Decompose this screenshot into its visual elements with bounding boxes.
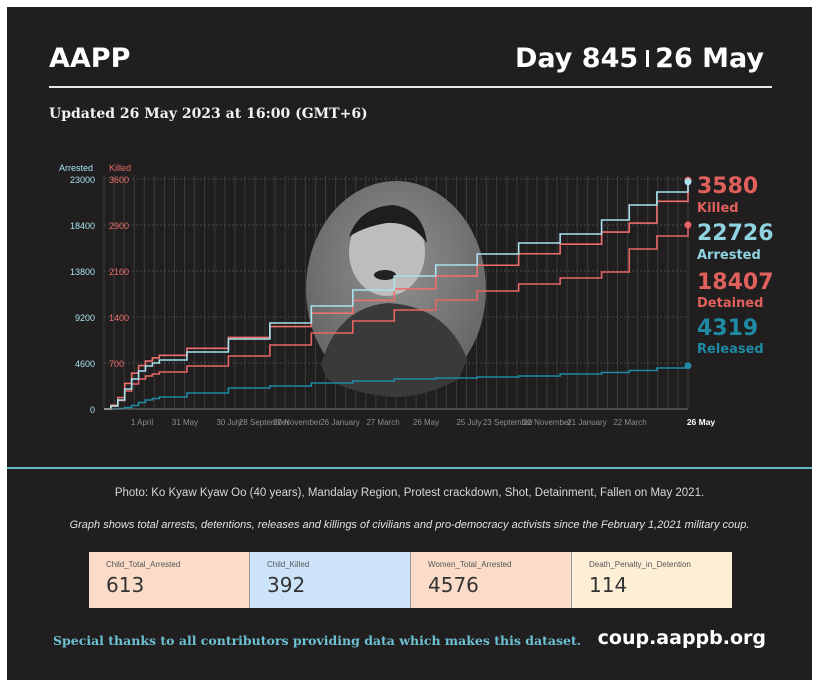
end-caption-released: Released	[697, 342, 764, 357]
x-tick-label: 21 January	[567, 418, 607, 427]
photo-shirt	[321, 303, 467, 397]
chart-axes: Arrested Killed 0 4600 9200 13800 18400 23000 70…	[59, 163, 715, 427]
left-tick-label: 13800	[70, 267, 95, 277]
end-caption-detained: Detained	[697, 296, 763, 311]
x-tick-label: 26 May	[687, 417, 716, 427]
left-tick-label: 9200	[75, 313, 95, 323]
x-tick-label: 31 May	[172, 418, 198, 427]
x-tick-label: 30 July	[216, 418, 241, 427]
stat-value: 114	[589, 573, 628, 597]
day-date-title: Day 845 26 May	[515, 43, 764, 74]
photo-mouth	[374, 270, 396, 280]
stat-women-total-arrested: Women_Total_Arrested 4576	[411, 552, 572, 608]
end-value-released: 4319	[697, 316, 758, 341]
stat-value: 613	[106, 573, 145, 597]
left-tick-label: 0	[90, 405, 95, 415]
end-caption-arrested: Arrested	[697, 248, 761, 263]
x-tick-label: 22 November	[523, 418, 571, 427]
x-tick-label: 1 April	[131, 418, 153, 427]
series-end-dot-detained	[684, 221, 692, 229]
updated-timestamp: Updated 26 May 2023 at 16:00 (GMT+6)	[49, 106, 368, 122]
day-count: Day 845	[514, 43, 639, 74]
header-divider	[49, 86, 772, 88]
series-end-dot-released	[684, 362, 692, 370]
x-tick-label: 25 July	[456, 418, 481, 427]
chart-lines	[104, 176, 692, 410]
x-tick-label: 26 January	[320, 418, 360, 427]
x-tick-label: 22 March	[613, 418, 646, 427]
graph-note: Graph shows total arrests, detentions, r…	[69, 519, 750, 531]
stat-child-killed: Child_Killed 392	[250, 552, 411, 608]
current-date: 26 May	[655, 43, 764, 74]
section-divider	[7, 467, 812, 469]
stat-label: Child_Killed	[267, 560, 310, 569]
end-value-detained: 18407	[697, 270, 774, 295]
right-tick-label: 2100	[109, 267, 129, 277]
x-tick-label: 23 September	[483, 418, 534, 427]
right-tick-label: 2900	[109, 221, 129, 231]
thanks-note: Special thanks to all contributors provi…	[53, 633, 582, 648]
cumulative-chart: Arrested Killed 0 4600 9200 13800 18400 23000 70…	[59, 163, 774, 427]
series-line-arrested	[104, 181, 689, 410]
left-axis-title: Arrested	[59, 163, 93, 173]
left-tick-label: 4600	[75, 359, 95, 369]
series-line-released	[104, 365, 689, 410]
x-tick-label: 27 November	[273, 418, 321, 427]
org-title: AAPP	[49, 43, 131, 74]
series-end-dot-arrested	[684, 178, 692, 186]
right-tick-label: 1400	[109, 313, 129, 323]
photo-caption: Photo: Ko Kyaw Kyaw Oo (40 years), Manda…	[114, 487, 705, 499]
stat-label: Women_Total_Arrested	[428, 560, 512, 569]
right-tick-label: 3600	[109, 175, 129, 185]
infographic-card: AAPP Day 845 26 May Updated 26 May 2023 a…	[7, 7, 812, 680]
stat-label: Child_Total_Arrested	[106, 560, 181, 569]
left-tick-label: 18400	[70, 221, 95, 231]
stat-value: 392	[267, 573, 306, 597]
stat-label: Death_Penalty_in_Detention	[589, 560, 691, 569]
website-link[interactable]: coup.aappb.org	[597, 627, 766, 649]
end-value-killed: 3580	[697, 174, 758, 199]
end-caption-killed: Killed	[697, 201, 739, 216]
photo-face	[349, 208, 425, 296]
stat-child-total-arrested: Child_Total_Arrested 613	[89, 552, 250, 608]
x-tick-label: 26 May	[413, 418, 439, 427]
end-value-arrested: 22726	[697, 221, 774, 246]
x-tick-label: 27 March	[366, 418, 399, 427]
left-tick-label: 23000	[70, 175, 95, 185]
stat-death-penalty: Death_Penalty_in_Detention 114	[572, 552, 732, 608]
right-axis-title: Killed	[109, 163, 131, 173]
stat-value: 4576	[428, 573, 479, 597]
right-tick-label: 700	[109, 359, 124, 369]
x-tick-label: 28 September	[239, 418, 290, 427]
photo-hair	[349, 205, 427, 243]
stats-row: Child_Total_Arrested 613 Child_Killed 39…	[89, 552, 732, 608]
title-separator	[646, 50, 650, 67]
